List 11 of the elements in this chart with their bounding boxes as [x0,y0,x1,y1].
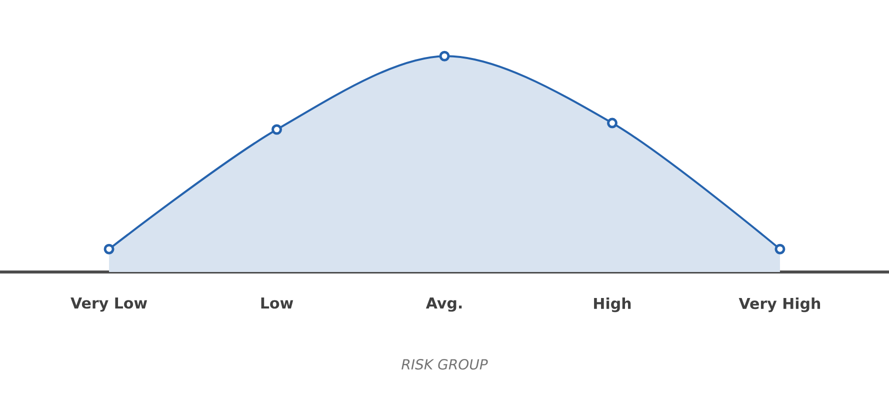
x-tick-label: Low [261,298,294,309]
x-tick-label: High [594,298,631,312]
x-axis-title: RISK GROUP [402,359,488,370]
point [272,124,282,135]
point [439,50,450,62]
x-tick-label: Very High [738,298,820,312]
point [104,244,114,254]
x-tick-label: Avg. [426,298,462,312]
point [774,244,786,254]
point [606,118,618,128]
x-tick-label: Very Low [70,298,148,312]
